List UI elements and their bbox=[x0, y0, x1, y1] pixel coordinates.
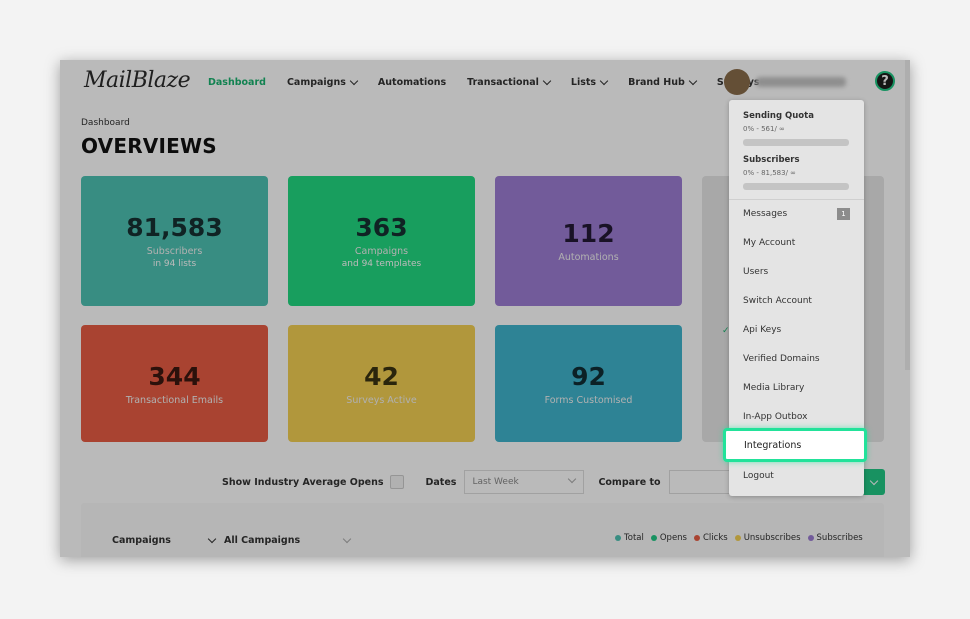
stat-value: 363 bbox=[355, 213, 408, 242]
top-nav: MailBlaze Dashboard Campaigns Automation… bbox=[60, 60, 910, 104]
app-window: MailBlaze Dashboard Campaigns Automation… bbox=[60, 60, 910, 557]
nav-item-automations[interactable]: Automations bbox=[378, 77, 446, 88]
campaigns-type-select[interactable]: Campaigns bbox=[112, 534, 217, 546]
user-name-blurred[interactable] bbox=[756, 77, 846, 87]
nav-label: Brand Hub bbox=[628, 76, 685, 88]
menu-item-switch-account[interactable]: Switch Account bbox=[743, 296, 812, 306]
dates-value: Last Week bbox=[472, 477, 519, 487]
industry-average-checkbox[interactable] bbox=[389, 475, 404, 489]
stat-value: 112 bbox=[562, 219, 615, 248]
legend-item[interactable]: Unsubscribes bbox=[734, 533, 801, 543]
legend-item[interactable]: Subscribes bbox=[807, 533, 863, 543]
compare-label: Compare to bbox=[598, 476, 661, 488]
menu-divider bbox=[729, 199, 864, 200]
nav-label: Dashboard bbox=[208, 76, 266, 88]
stat-label: Transactional Emails bbox=[125, 394, 224, 406]
dates-label: Dates bbox=[425, 476, 457, 488]
legend-label: Unsubscribes bbox=[743, 533, 801, 543]
stat-value: 92 bbox=[571, 361, 606, 391]
select-value: All Campaigns bbox=[224, 535, 301, 546]
legend-label: Clicks bbox=[703, 533, 728, 543]
sending-quota-value: 0% - 561/ ∞ bbox=[743, 125, 785, 133]
legend-dot bbox=[615, 535, 621, 541]
legend-label: Subscribes bbox=[816, 533, 863, 543]
menu-item-media-library[interactable]: Media Library bbox=[743, 383, 805, 393]
stat-label: Subscribers bbox=[146, 246, 203, 257]
compare-dropdown-button[interactable] bbox=[863, 469, 885, 495]
menu-item-integrations[interactable]: Integrations bbox=[723, 428, 867, 462]
stat-value: 81,583 bbox=[126, 213, 223, 242]
legend-label: Opens bbox=[659, 533, 687, 543]
sending-quota-title: Sending Quota bbox=[743, 111, 814, 121]
legend-item[interactable]: Clicks bbox=[694, 533, 728, 543]
nav-label: Transactional bbox=[467, 76, 539, 88]
stat-label: Forms Customised bbox=[544, 394, 633, 406]
stat-label: Campaigns bbox=[354, 246, 409, 257]
stat-card-transactional[interactable]: 344 Transactional Emails bbox=[81, 325, 268, 442]
dates-select[interactable]: Last Week bbox=[464, 470, 585, 494]
avatar[interactable] bbox=[724, 69, 750, 95]
stat-value: 42 bbox=[364, 361, 399, 391]
legend-dot bbox=[650, 535, 657, 541]
menu-item-my-account[interactable]: My Account bbox=[743, 238, 796, 248]
industry-average-label: Show Industry Average Opens bbox=[222, 476, 384, 488]
sending-quota-bar bbox=[743, 139, 849, 146]
check-icon: ✓ bbox=[722, 326, 730, 336]
stat-card-automations[interactable]: 112 Automations bbox=[495, 176, 682, 306]
subscribers-quota-title: Subscribers bbox=[743, 155, 800, 165]
messages-count-badge: 1 bbox=[837, 208, 850, 220]
stat-card-surveys[interactable]: 42 Surveys Active bbox=[288, 325, 475, 442]
nav-label: Automations bbox=[377, 76, 447, 88]
stat-card-subscribers[interactable]: 81,583 Subscribers in 94 lists bbox=[81, 176, 268, 306]
stat-sub: in 94 lists bbox=[152, 259, 197, 269]
menu-item-verified-domains[interactable]: Verified Domains bbox=[743, 354, 820, 364]
legend-dot bbox=[734, 535, 741, 541]
subscribers-quota-value: 0% - 81,583/ ∞ bbox=[743, 169, 796, 177]
mailblaze-logo[interactable]: MailBlaze bbox=[84, 68, 191, 93]
stat-card-forms[interactable]: 92 Forms Customised bbox=[495, 325, 682, 442]
menu-item-in-app-outbox[interactable]: In-App Outbox bbox=[743, 412, 808, 422]
nav-item-lists[interactable]: Lists bbox=[570, 76, 609, 88]
all-campaigns-select[interactable]: All Campaigns bbox=[224, 534, 352, 546]
legend-dot bbox=[807, 535, 814, 541]
nav-label: Lists bbox=[570, 76, 597, 88]
nav-item-brand-hub[interactable]: Brand Hub bbox=[628, 76, 698, 88]
menu-item-api-keys[interactable]: Api Keys bbox=[743, 325, 782, 335]
legend-dot bbox=[694, 535, 700, 541]
chart-panel bbox=[81, 503, 884, 557]
nav-label: Campaigns bbox=[286, 76, 346, 88]
nav-item-transactional[interactable]: Transactional bbox=[467, 76, 552, 88]
chart-legend: Total Opens Clicks Unsubscribes Subscrib… bbox=[615, 533, 863, 543]
menu-item-messages[interactable]: Messages bbox=[743, 209, 788, 219]
subscribers-quota-bar bbox=[743, 183, 849, 190]
stat-value: 344 bbox=[148, 361, 201, 391]
select-value: Campaigns bbox=[112, 535, 171, 546]
stat-card-campaigns[interactable]: 363 Campaigns and 94 templates bbox=[288, 176, 475, 306]
help-icon[interactable]: ? bbox=[875, 71, 895, 91]
menu-item-logout[interactable]: Logout bbox=[743, 471, 774, 481]
legend-label: Total bbox=[624, 533, 644, 543]
menu-item-users[interactable]: Users bbox=[743, 267, 769, 277]
nav-item-dashboard[interactable]: Dashboard bbox=[208, 77, 266, 88]
scrollbar[interactable] bbox=[905, 60, 910, 370]
stat-sub: and 94 templates bbox=[341, 259, 422, 269]
nav-item-campaigns[interactable]: Campaigns bbox=[286, 76, 359, 88]
legend-item[interactable]: Opens bbox=[650, 533, 687, 543]
breadcrumb[interactable]: Dashboard bbox=[81, 118, 130, 128]
stat-label: Surveys Active bbox=[346, 394, 417, 406]
stat-label: Automations bbox=[558, 252, 619, 263]
legend-item[interactable]: Total bbox=[615, 533, 644, 543]
page-title: OVERVIEWS bbox=[81, 134, 217, 158]
